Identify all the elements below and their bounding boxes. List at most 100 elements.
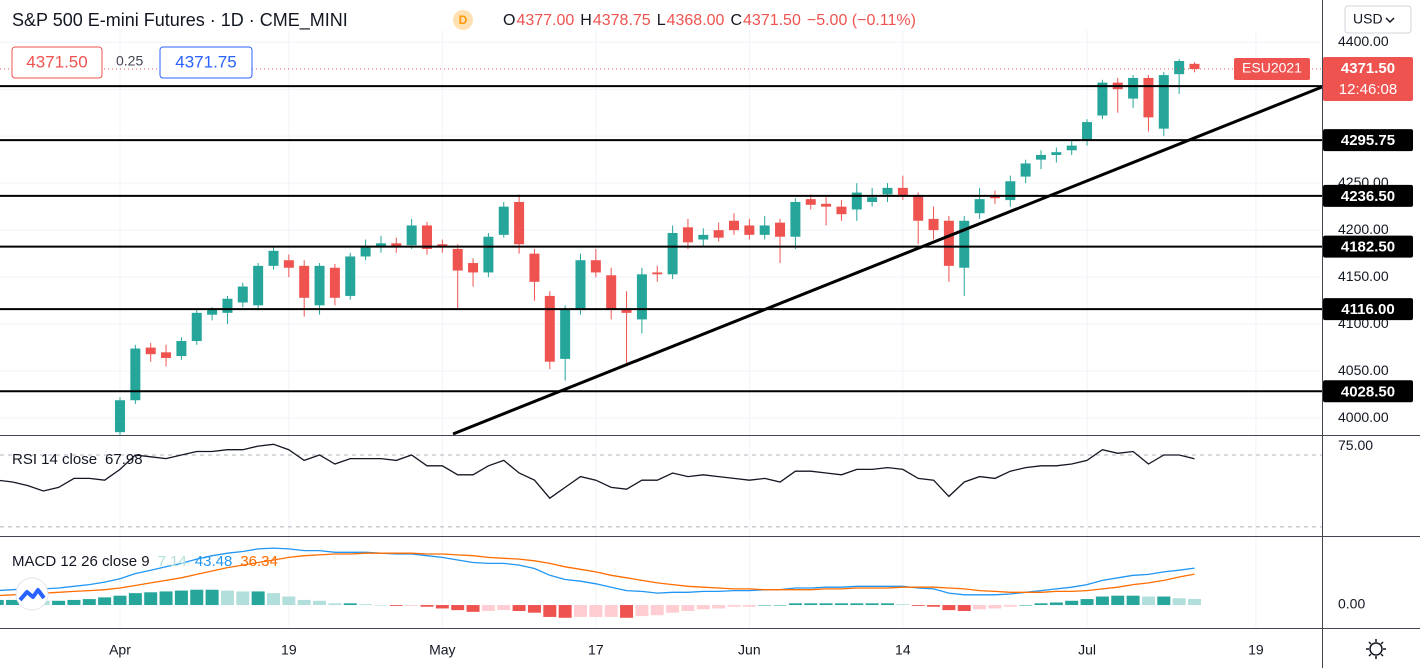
x-tick-label: 17 [588,642,604,658]
candle-body [759,225,770,235]
histogram-bar [1034,603,1048,606]
candle-body [805,199,816,205]
candle-body [621,310,632,313]
candle-body [590,260,601,273]
histogram-bar [850,603,864,606]
candle-body [145,347,156,355]
histogram-bar [620,605,634,618]
histogram-bar [527,605,541,613]
x-tick-label: Jun [738,642,761,658]
histogram-bar [681,605,695,611]
bid[interactable]: 4371.50 [26,52,87,71]
candle-body [729,220,739,231]
candle-body [867,197,878,202]
symbol-tag-box [1234,57,1310,80]
histogram-bar [1172,598,1186,606]
currency[interactable]: USD [1353,11,1383,27]
histogram-bar [481,605,495,611]
level-label: 4236.50 [1341,188,1395,205]
candle-body [544,295,555,362]
ask-box[interactable] [159,46,253,79]
histogram-bar [435,605,449,609]
candle-body [1143,77,1154,118]
histogram-bar [696,605,710,610]
candle-body [283,260,294,268]
ohlc-value: 4371.50 [743,12,801,29]
candle-body [529,253,540,282]
candle-body [575,260,586,311]
y-tick-label: 4150.00 [1338,268,1389,284]
candle-body [1128,77,1139,99]
histogram-bar [98,597,112,606]
indicator-value: 43.48 [195,553,233,570]
ohlc-value: 4377.00 [516,12,574,29]
histogram-bar [589,605,603,617]
histogram-bar [205,589,219,606]
candle-body [897,187,908,196]
histogram-bar [1111,595,1125,606]
histogram-bar [896,604,910,606]
histogram-bar [343,603,357,606]
indicator-value: 36.34 [240,553,278,570]
histogram-bar [1157,596,1171,606]
candle-body [222,298,233,313]
x-tick-label: May [429,642,455,658]
histogram-bar [727,605,741,607]
histogram-bar [1095,596,1109,606]
y-tick-label: 0.00 [1338,596,1365,612]
ohlc-key: O [503,12,515,29]
histogram-bar [834,603,848,606]
candle-body [1158,75,1169,129]
candle-body [560,310,571,359]
bid-box[interactable] [11,46,103,79]
histogram-bar [466,605,480,612]
candle-body [1189,63,1200,69]
candle-body [851,192,862,210]
histogram-bar [67,599,81,606]
candle-body [406,225,417,246]
candle-body [682,227,693,243]
histogram-bar [558,605,572,618]
candle-body [314,265,325,306]
badge-circle [453,10,473,30]
macd-line [0,547,1195,596]
settings-icon[interactable] [1366,639,1386,659]
histogram-bar [650,605,664,616]
y-tick-label: 75.00 [1338,437,1373,453]
histogram-bar [359,604,373,606]
histogram-bar [497,605,511,611]
histogram-bar [374,605,388,606]
last-price: 4371.50 [1341,60,1395,77]
candle-body [836,206,847,215]
histogram-bar [1049,602,1063,606]
level-label: 4028.50 [1341,383,1395,400]
dropdown-arrow[interactable] [1385,17,1395,24]
level-label: 4116.00 [1341,301,1394,318]
candle-body [1051,152,1062,155]
candle-body [161,352,172,358]
candle-body [652,272,663,275]
currency-button[interactable] [1344,5,1412,34]
histogram-bar [297,599,311,606]
ask[interactable]: 4371.75 [175,52,236,71]
histogram-bar [988,605,1002,609]
candle-body [913,195,924,221]
candle-body [1174,61,1185,75]
histogram-bar [1019,605,1033,606]
histogram-bar [1003,605,1017,607]
level-label-box [1323,235,1413,258]
candle-body [744,225,755,235]
x-tick-label: Apr [109,642,131,658]
indicator-title: RSI 14 close [12,451,97,468]
candle-body [253,265,264,306]
x-tick-label: Jul [1078,642,1096,658]
histogram-bar [865,603,879,606]
histogram-bar [666,605,680,613]
x-tick-label: 19 [1248,642,1264,658]
histogram-bar [635,605,649,617]
histogram-bar [911,605,925,606]
histogram-bar [220,590,234,606]
candle-body [1082,122,1093,140]
candle-body [422,225,432,249]
